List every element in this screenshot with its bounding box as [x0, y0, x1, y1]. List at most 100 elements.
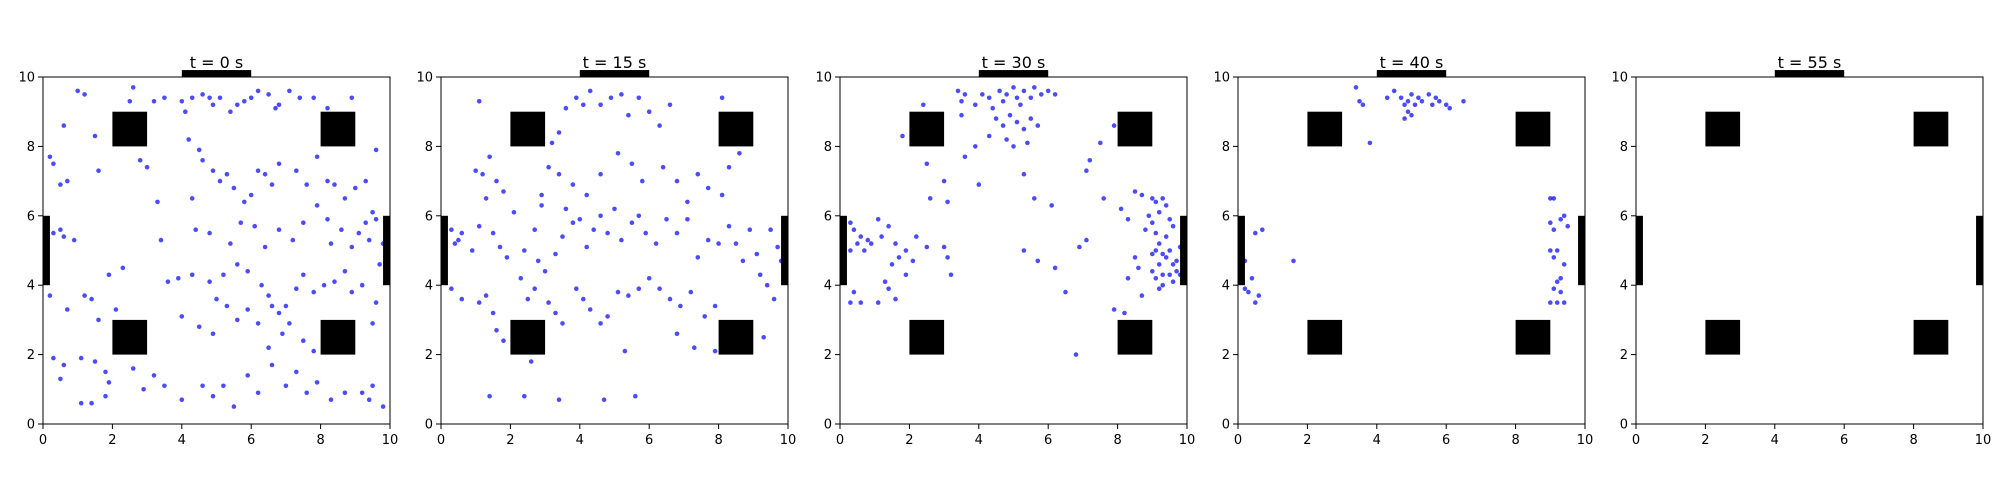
particle-point — [283, 303, 289, 309]
particle-point — [622, 348, 628, 354]
particle-point — [702, 314, 707, 319]
particle-point — [771, 296, 777, 302]
y-tick-label: 2 — [425, 348, 433, 363]
particle-point — [186, 137, 191, 142]
particle-point — [75, 88, 80, 94]
particle-point — [973, 144, 978, 149]
particle-point — [626, 112, 631, 118]
particle-point — [363, 220, 369, 225]
particle-point — [695, 171, 701, 177]
particle-point — [1035, 123, 1041, 128]
particle-point — [581, 296, 586, 302]
particle-point — [1122, 310, 1127, 316]
particle-point — [757, 272, 763, 278]
x-tick-label: 8 — [1909, 433, 1917, 448]
particle-point — [231, 185, 237, 191]
particle-point — [1437, 99, 1442, 104]
particle-point — [349, 289, 355, 295]
exit-door — [1376, 70, 1447, 77]
particle-point — [248, 95, 254, 101]
particle-point — [207, 230, 212, 236]
particle-point — [483, 293, 489, 298]
particle-point — [629, 220, 635, 225]
particle-point — [1021, 248, 1027, 253]
particle-point — [615, 151, 621, 156]
particle-point — [1052, 265, 1058, 271]
particle-point — [1139, 293, 1145, 298]
particle-point — [560, 321, 565, 326]
particle-point — [276, 161, 282, 167]
particle-point — [875, 300, 881, 305]
y-tick-label: 4 — [824, 279, 832, 294]
particle-point — [1160, 196, 1165, 201]
particle-point — [158, 237, 164, 243]
particle-point — [504, 255, 510, 260]
particle-point — [51, 161, 56, 167]
particle-point — [490, 310, 496, 316]
x-tick-label: 6 — [1442, 433, 1450, 448]
particle-point — [359, 282, 365, 288]
particle-point — [1021, 126, 1027, 132]
particle-point — [58, 376, 63, 382]
particle-point — [497, 244, 503, 250]
particles — [848, 85, 1183, 357]
particle-point — [1419, 99, 1425, 104]
particle-point — [92, 133, 98, 139]
particle-point — [269, 182, 275, 187]
particle-point — [764, 282, 770, 288]
particle-point — [636, 95, 642, 101]
panel-2: t = 30 s 0 2 4 6 8 10 0 2 4 6 8 10 — [815, 53, 1195, 448]
particle-point — [1132, 255, 1138, 260]
x-tick-label: 6 — [1044, 433, 1052, 448]
particle-point — [556, 130, 562, 135]
y-tick-label: 10 — [1213, 71, 1230, 86]
particle-point — [1156, 241, 1162, 246]
particle-point — [532, 227, 537, 232]
particle-point — [82, 293, 87, 298]
particle-point — [301, 338, 306, 344]
particle-point — [737, 151, 742, 156]
particle-point — [1136, 265, 1141, 271]
particle-point — [1156, 286, 1162, 292]
x-tick-label: 2 — [1303, 433, 1311, 448]
plot-frame — [1635, 76, 1984, 425]
particle-point — [494, 328, 499, 333]
particle-point — [373, 147, 379, 153]
particle-point — [377, 262, 382, 267]
particle-point — [556, 171, 562, 177]
particle-point — [910, 258, 916, 264]
particle-point — [539, 192, 544, 198]
particle-point — [619, 237, 624, 243]
particle-point — [1554, 300, 1560, 305]
particle-point — [328, 241, 334, 246]
particle-point — [179, 397, 185, 403]
particles — [1242, 85, 1570, 305]
particle-point — [273, 105, 278, 111]
particle-point — [1430, 102, 1435, 108]
particle-point — [294, 286, 299, 292]
particle-point — [1174, 269, 1179, 274]
particle-point — [875, 217, 881, 222]
particle-point — [332, 279, 337, 285]
particle-point — [865, 237, 871, 243]
particle-point — [353, 185, 358, 191]
particle-point — [144, 164, 150, 170]
particle-point — [608, 95, 614, 101]
particle-point — [1150, 220, 1155, 225]
particle-point — [487, 393, 492, 399]
particle-point — [553, 310, 558, 316]
particle-point — [657, 123, 662, 128]
particle-point — [1170, 262, 1176, 267]
particle-point — [678, 303, 683, 309]
particle-point — [1150, 196, 1155, 201]
particle-point — [948, 272, 954, 278]
particle-point — [528, 359, 534, 364]
x-tick-label: 2 — [905, 433, 913, 448]
particle-point — [587, 307, 593, 312]
particle-point — [325, 217, 330, 222]
particle-point — [266, 92, 271, 97]
particle-point — [162, 383, 167, 389]
particle-point — [688, 289, 694, 295]
particle-point — [262, 171, 268, 177]
particle-point — [563, 105, 569, 111]
